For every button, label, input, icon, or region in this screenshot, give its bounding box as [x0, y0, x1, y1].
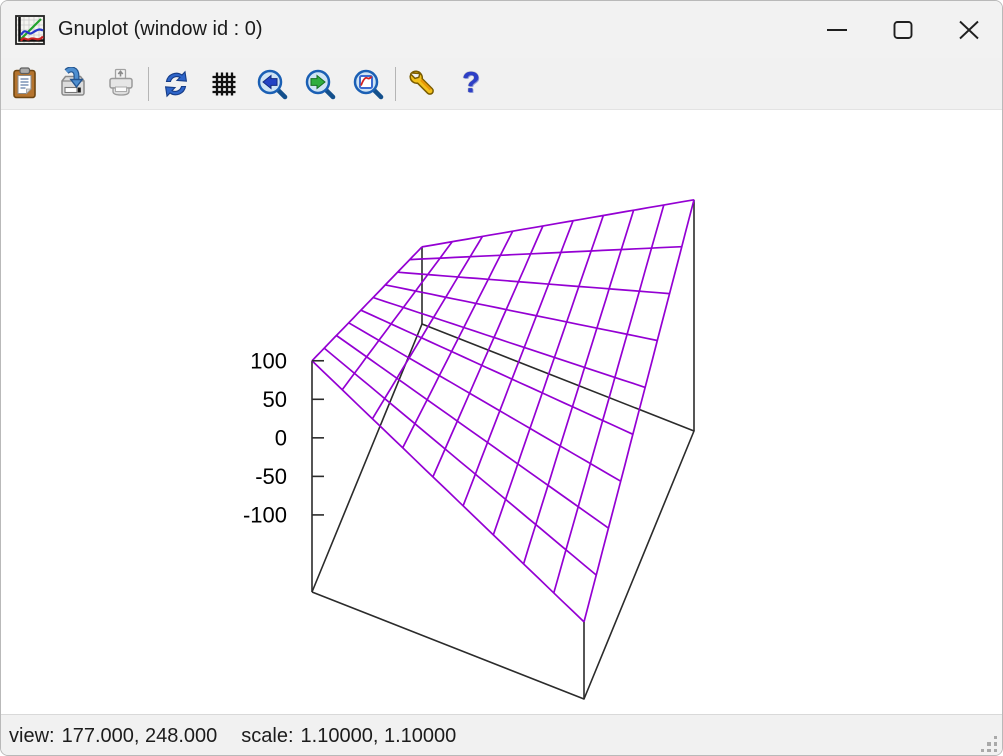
surface-mesh-line	[372, 296, 646, 389]
replot-button[interactable]	[159, 65, 193, 103]
maximize-button[interactable]	[870, 1, 936, 58]
z-axis-tick-label: 50	[263, 387, 287, 412]
surface-mesh-line	[432, 225, 544, 478]
window-title: Gnuplot (window id : 0)	[58, 18, 263, 40]
copy-to-clipboard-button[interactable]	[8, 65, 42, 103]
save-icon	[61, 67, 85, 96]
surface-mesh-line	[409, 245, 682, 261]
surface-mesh-line	[583, 199, 695, 623]
scale-label: scale:	[241, 724, 294, 747]
plot-area: 100 50 0 -50 -100	[1, 110, 1002, 714]
surface-mesh-line	[341, 241, 453, 391]
maximize-icon	[893, 20, 913, 39]
surface-mesh-line	[552, 204, 665, 594]
view-value: 177.000, 248.000	[61, 724, 218, 747]
minimize-button[interactable]	[804, 1, 870, 58]
wrench-icon	[409, 70, 434, 95]
surface-mesh-line	[335, 334, 609, 529]
surface-mesh-line	[462, 220, 574, 507]
previous-zoom-button[interactable]	[255, 65, 289, 103]
z-axis-tick-label: -100	[243, 502, 287, 527]
surface-mesh-line	[397, 271, 670, 295]
settings-button[interactable]	[406, 65, 440, 103]
close-button[interactable]	[936, 1, 1002, 58]
surface-mesh-line	[311, 360, 585, 623]
close-icon	[959, 20, 979, 39]
print-button[interactable]	[104, 65, 138, 103]
z-axis-tick-label: 100	[250, 348, 287, 373]
view-label: view:	[9, 724, 55, 747]
clipboard-icon	[13, 67, 36, 99]
surface-mesh-line	[492, 215, 605, 536]
surface-mesh-line	[348, 322, 622, 482]
scale-value: 1.10000, 1.10000	[300, 724, 457, 747]
plot-box-base	[311, 323, 695, 700]
zoom-autoscale-icon	[353, 69, 384, 99]
plot-canvas[interactable]: 100 50 0 -50 -100	[1, 110, 1002, 714]
printer-icon	[109, 68, 133, 96]
question-mark-icon: ?	[462, 67, 480, 99]
resize-grip[interactable]	[980, 735, 997, 752]
minimize-icon	[827, 28, 847, 31]
toolbar-separator	[148, 66, 149, 101]
autoscale-button[interactable]	[351, 65, 385, 103]
gnuplot-app-icon	[15, 14, 45, 45]
surface-mesh-line	[401, 230, 514, 449]
toggle-grid-button[interactable]	[207, 65, 241, 103]
titlebar[interactable]: Gnuplot (window id : 0)	[1, 1, 1002, 58]
statusbar: view: 177.000, 248.000 scale: 1.10000, 1…	[1, 714, 1002, 755]
next-zoom-button[interactable]	[303, 65, 337, 103]
help-button[interactable]: ?	[454, 65, 488, 103]
z-axis-tick-label: 0	[275, 425, 287, 450]
surface-mesh-line	[371, 235, 484, 420]
refresh-icon	[164, 70, 188, 97]
surface-mesh-line	[421, 198, 695, 248]
export-to-file-button[interactable]	[56, 65, 90, 103]
surface-mesh-line	[323, 347, 597, 576]
grid-icon	[212, 72, 236, 95]
caption-buttons	[804, 1, 1002, 58]
surface-mesh-line	[522, 209, 635, 565]
surface-mesh-line	[385, 284, 658, 342]
toolbar-separator	[395, 66, 396, 101]
surface-mesh-line	[311, 246, 423, 362]
surface-mesh-line	[360, 309, 634, 436]
toolbar: ?	[1, 58, 1002, 110]
z-axis-tick-label: -50	[255, 464, 287, 489]
zoom-previous-icon	[257, 69, 288, 99]
zoom-next-icon	[305, 69, 336, 99]
